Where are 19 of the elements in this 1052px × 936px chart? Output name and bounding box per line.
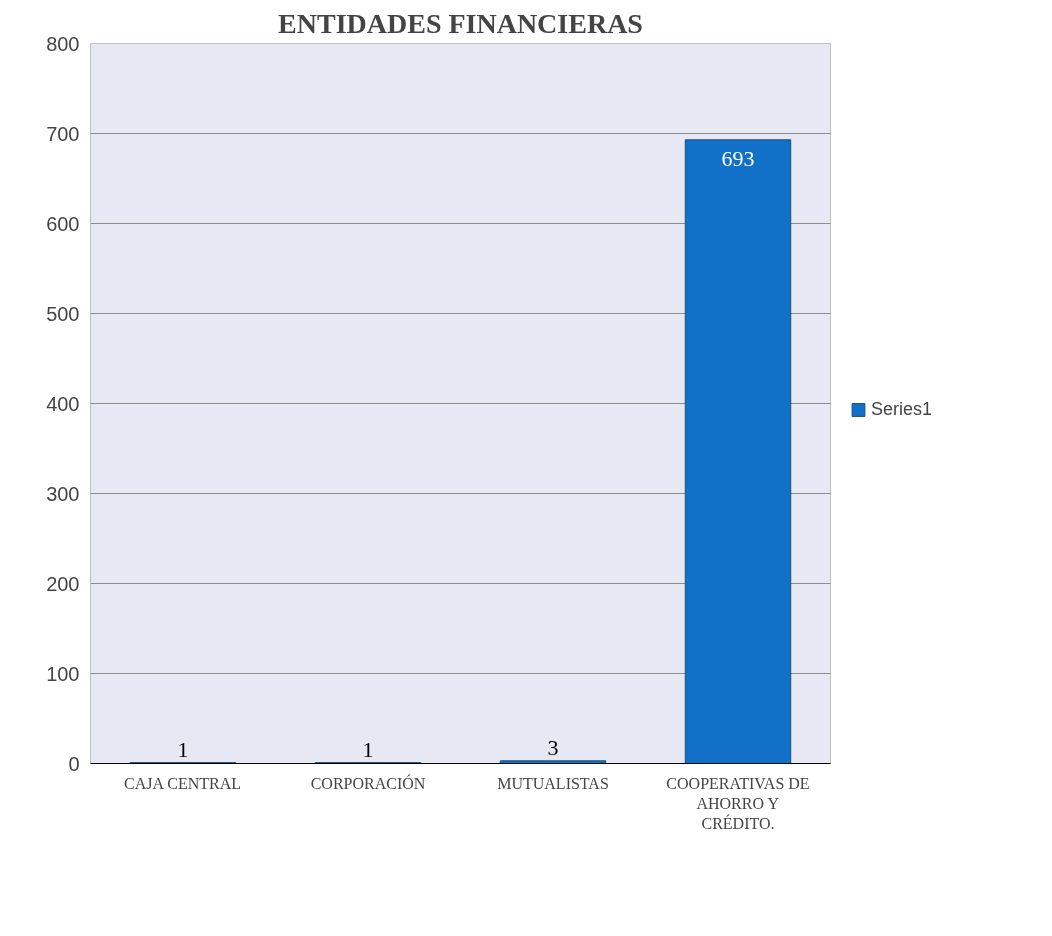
legend-label: Series1: [871, 398, 933, 420]
y-tick-label: 300: [46, 482, 80, 505]
y-tick-label: 700: [46, 122, 80, 145]
y-tick-label: 400: [46, 392, 80, 415]
data-label: 3: [547, 734, 559, 760]
y-tick-label: 600: [46, 212, 80, 235]
chart-title: ENTIDADES FINANCIERAS: [278, 7, 643, 39]
x-tick-label: CORPORACIÓN: [310, 773, 426, 792]
y-tick-label: 500: [46, 302, 80, 325]
y-tick-label: 100: [46, 662, 80, 685]
x-tick-label: CAJA CENTRAL: [124, 774, 242, 792]
data-label: 1: [362, 736, 374, 762]
x-tick-label: MUTUALISTAS: [497, 774, 609, 792]
data-label: 693: [721, 145, 755, 171]
y-tick-label: 0: [68, 752, 80, 775]
x-tick-label: COOPERATIVAS DE AHORRO Y CRÉDITO.: [666, 774, 810, 833]
y-tick-label: 200: [46, 572, 80, 595]
data-label: 1: [177, 736, 189, 762]
y-tick-label: 800: [46, 32, 80, 55]
